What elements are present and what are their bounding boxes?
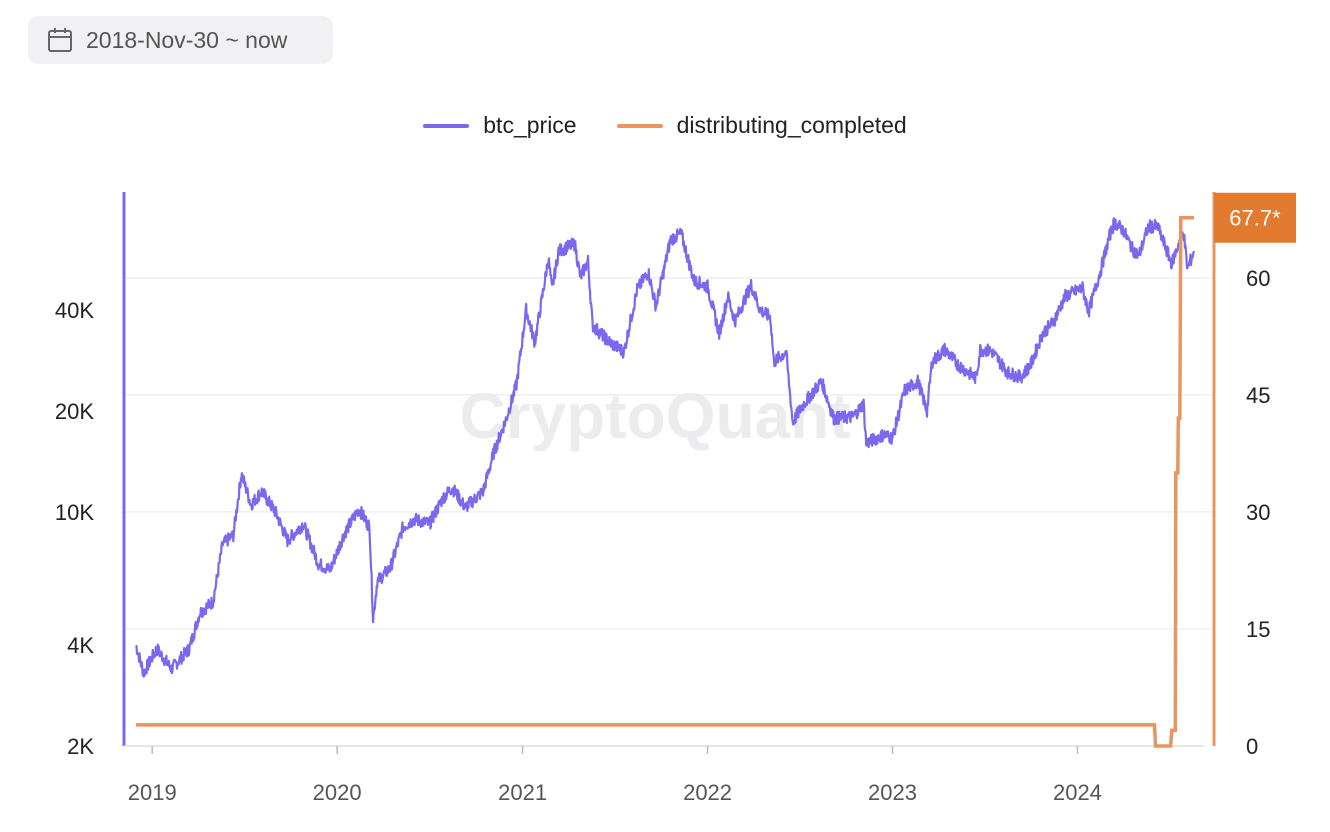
x-tick-label: 2022 [683,780,732,805]
grid-lines [124,277,1214,630]
left-tick-label: 4K [67,633,94,658]
right-tick-label: 0 [1246,734,1258,759]
legend-item-distributing-completed[interactable]: distributing_completed [616,112,907,139]
legend-swatch-btc-price [423,123,470,128]
date-range-picker[interactable]: 2018-Nov-30 ~ now [28,16,333,64]
x-axis: 2019 2020 2021 2022 2023 2024 [124,745,1204,805]
right-tick-label: 60 [1246,266,1270,291]
date-range-label: 2018-Nov-30 ~ now [86,26,288,53]
left-tick-label: 20K [55,399,94,424]
legend-swatch-distributing-completed [616,123,663,128]
last-value-badge: 67.7* [1214,192,1296,243]
legend-label-btc-price: btc_price [483,112,577,138]
right-tick-label: 45 [1246,383,1270,408]
x-tick-label: 2019 [128,780,177,805]
badge-background [1214,192,1296,243]
badge-value: 67.7* [1229,206,1281,231]
x-tick-label: 2023 [868,780,917,805]
x-tick-label: 2024 [1053,780,1102,805]
x-tick-label: 2020 [313,780,362,805]
left-axis: 2K 4K 10K 20K 40K [55,192,126,759]
left-tick-label: 10K [55,500,94,525]
calendar-icon [48,28,72,52]
left-tick-label: 40K [55,298,94,323]
left-tick-label: 2K [67,734,94,759]
series-btc-price [135,217,1196,678]
chart-legend: btc_price distributing_completed [0,112,1330,139]
watermark: CryptoQuant [459,380,850,452]
legend-item-btc-price[interactable]: btc_price [423,112,577,139]
series-lines [135,215,1196,748]
series-distributing-completed [136,215,1194,748]
legend-label-distributing-completed: distributing_completed [676,112,907,138]
right-axis: 0 15 30 45 60 [1212,192,1270,759]
right-tick-label: 30 [1246,500,1270,525]
x-tick-label: 2021 [498,780,547,805]
right-tick-label: 15 [1246,617,1270,642]
